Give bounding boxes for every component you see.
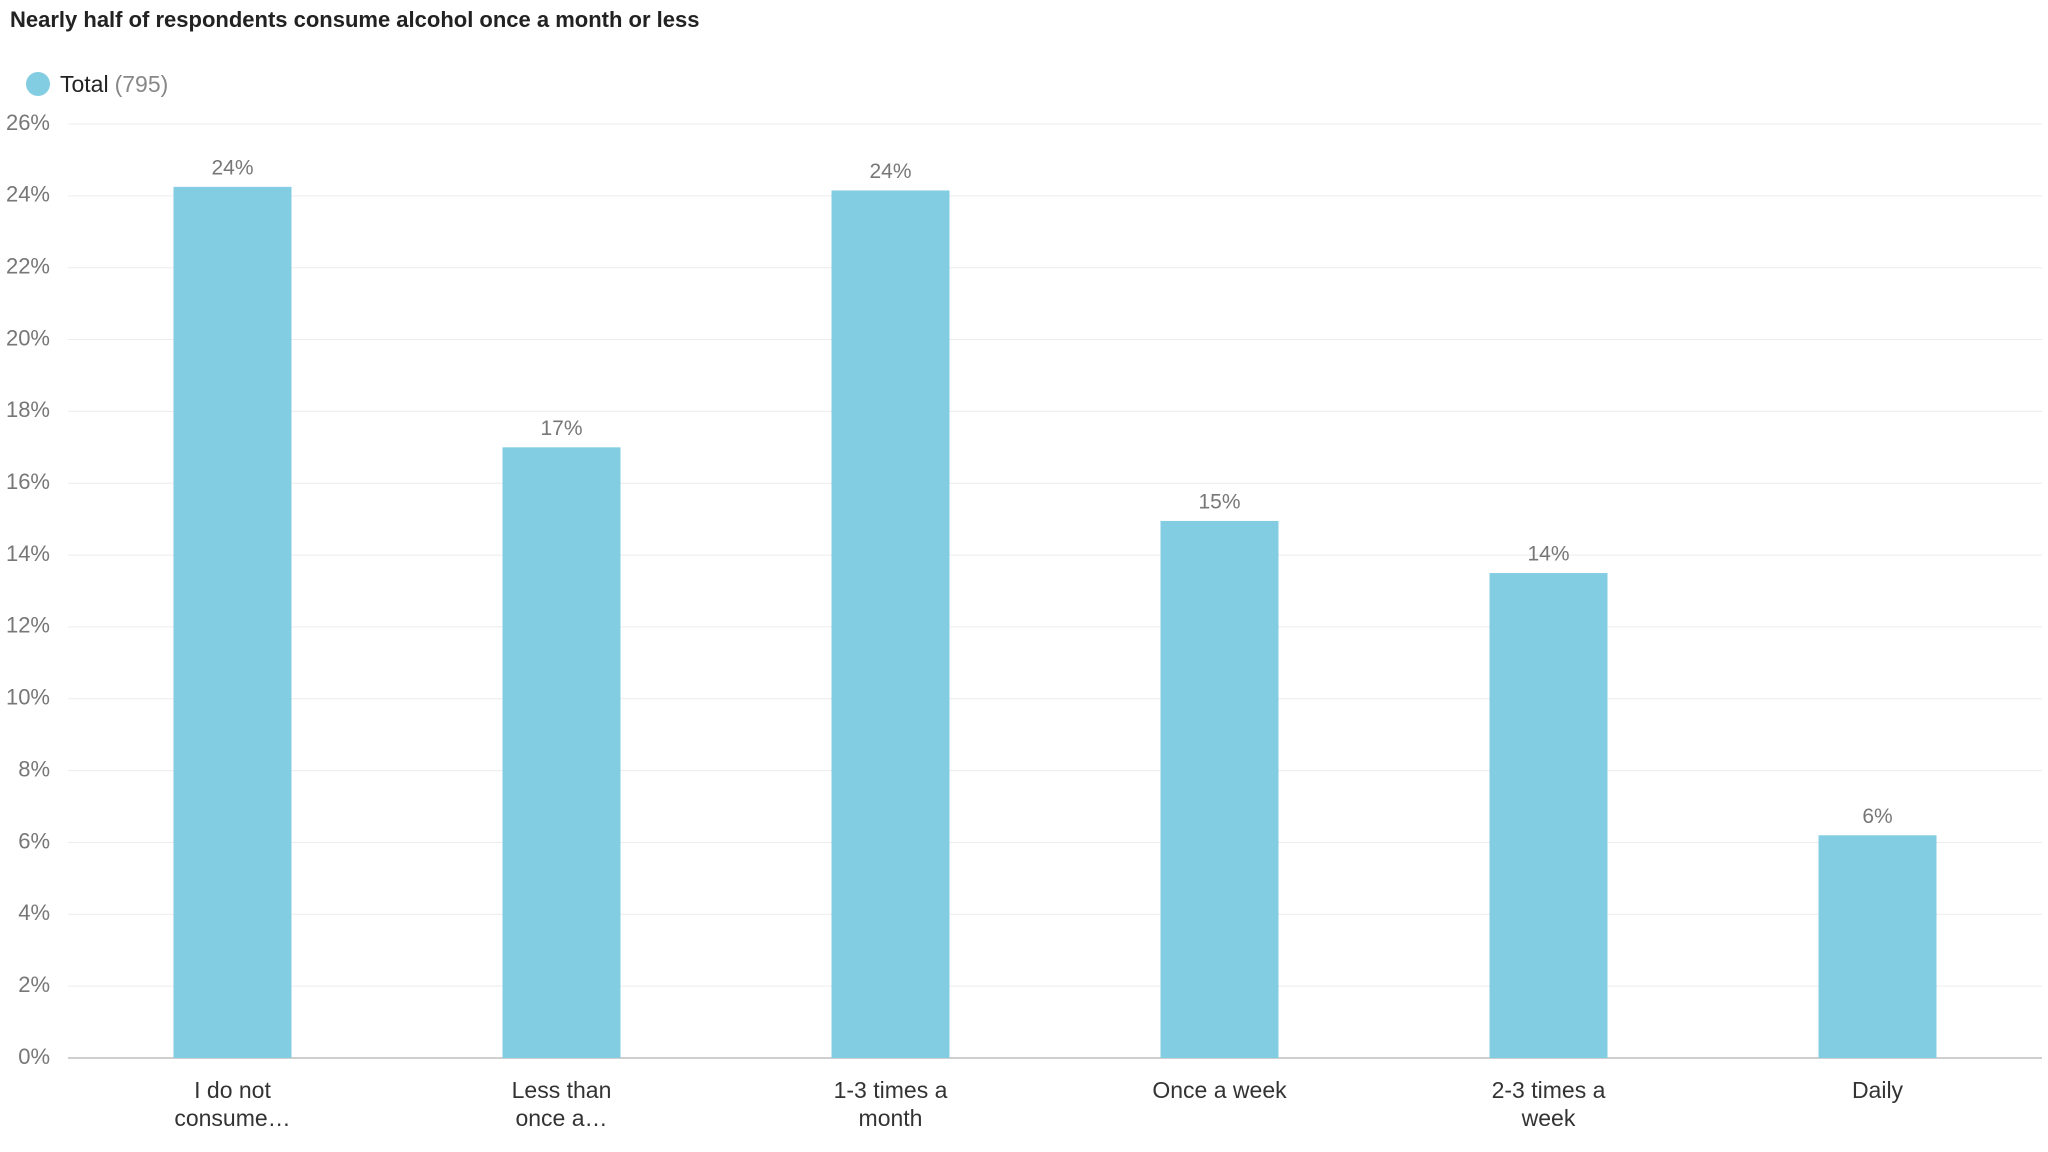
y-tick-label: 4%	[18, 900, 50, 925]
y-tick-label: 14%	[6, 541, 50, 566]
x-tick-label: 1-3 times a month	[834, 1077, 948, 1131]
data-label: 24%	[211, 156, 253, 179]
data-label: 24%	[869, 160, 911, 183]
y-tick-label: 12%	[6, 613, 50, 638]
bar	[831, 190, 950, 1058]
y-tick-label: 22%	[6, 254, 50, 279]
x-tick-label: Less than once a…	[512, 1077, 612, 1131]
y-tick-label: 16%	[6, 469, 50, 494]
data-label: 6%	[1862, 805, 1892, 828]
x-tick-label: Once a week	[1152, 1077, 1287, 1103]
y-tick-label: 26%	[6, 110, 50, 135]
y-tick-label: 24%	[6, 182, 50, 207]
y-tick-label: 2%	[18, 972, 50, 997]
data-label: 15%	[1198, 490, 1240, 513]
bar	[1489, 573, 1608, 1058]
data-label: 14%	[1527, 543, 1569, 566]
legend-marker	[26, 72, 50, 96]
y-tick-label: 8%	[18, 756, 50, 781]
bar	[502, 447, 621, 1058]
y-tick-label: 18%	[6, 397, 50, 422]
chart-title: Nearly half of respondents consume alcoh…	[10, 7, 700, 32]
y-tick-label: 6%	[18, 828, 50, 853]
x-tick-label: 2-3 times a week	[1492, 1077, 1606, 1131]
legend-label: Total	[60, 71, 109, 97]
data-label: 17%	[540, 417, 582, 440]
y-tick-label: 10%	[6, 685, 50, 710]
bar	[1818, 835, 1937, 1058]
y-tick-label: 20%	[6, 325, 50, 350]
bar	[1160, 520, 1279, 1058]
x-tick-label: Daily	[1852, 1077, 1904, 1103]
y-tick-label: 0%	[18, 1044, 50, 1069]
x-tick-label: I do not consume…	[174, 1077, 290, 1131]
legend-count: (795)	[115, 71, 169, 97]
bar	[173, 186, 292, 1059]
